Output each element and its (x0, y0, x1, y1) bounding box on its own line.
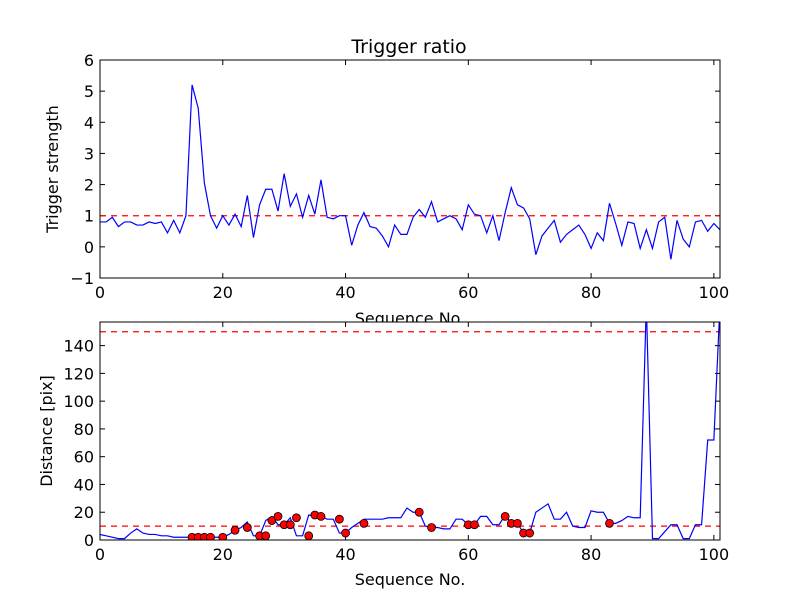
y-tick-label: 4 (84, 113, 94, 132)
top-y-axis-label: Trigger strength (43, 105, 62, 234)
trigger-plot-frame (99, 59, 721, 279)
y-tick-label: 100 (63, 392, 94, 411)
chart-title: Trigger ratio (350, 36, 466, 58)
x-tick-label: 60 (458, 283, 478, 302)
x-tick-label: 20 (213, 545, 233, 564)
data-marker (267, 516, 277, 525)
data-marker (513, 518, 522, 528)
data-marker (261, 531, 271, 540)
y-tick-label: 3 (84, 144, 94, 163)
plot-content (100, 84, 720, 260)
x-tick-label: 60 (458, 545, 478, 564)
y-tick-label: 5 (84, 82, 94, 101)
distance-panel: 0 20 40 60 80 100 0 20 40 60 80 100 120 140 Sequence … (37, 321, 730, 589)
y-tick-label: 140 (63, 337, 94, 356)
data-marker (292, 513, 301, 523)
data-marker (273, 511, 283, 521)
data-marker (427, 523, 436, 532)
x-tick-label: 40 (335, 283, 355, 302)
bottom-x-axis-label: Sequence No. (355, 570, 466, 589)
data-marker (304, 531, 314, 540)
y-tick-label: 2 (84, 176, 94, 195)
data-marker (359, 518, 369, 528)
x-tick-label: 80 (581, 545, 601, 564)
x-tick-label: 80 (581, 283, 601, 302)
y-tick-label: 120 (63, 364, 94, 383)
distance-plot-area: 0 20 40 60 80 100 0 20 40 60 80 100 120 140 (63, 322, 730, 564)
data-marker (605, 518, 614, 528)
x-tick-label: 20 (213, 283, 233, 302)
y-tick-label: 0 (84, 238, 94, 257)
data-marker (335, 514, 344, 524)
data-marker (316, 511, 326, 521)
data-marker (525, 528, 535, 538)
data-marker (206, 532, 215, 540)
x-tick-label: 40 (335, 545, 355, 564)
data-marker (341, 528, 350, 538)
data-marker (414, 507, 424, 517)
x-tick-label: 100 (699, 545, 730, 564)
x-tick-label: 0 (95, 283, 105, 302)
bottom-y-axis-label: Distance [pix] (37, 375, 56, 487)
y-tick-label: 1 (84, 207, 94, 226)
y-tick-label: 80 (74, 420, 94, 439)
distance-plot-frame (99, 321, 721, 541)
y-tick-label: 20 (74, 503, 94, 522)
y-tick-label: 60 (74, 448, 94, 467)
y-tick-label: −1 (70, 269, 94, 288)
data-marker (500, 511, 510, 521)
data-marker (470, 520, 479, 530)
y-tick-label: 40 (74, 475, 94, 494)
y-tick-label: 6 (84, 51, 94, 70)
data-marker (218, 532, 228, 540)
data-marker (230, 525, 240, 535)
data-marker (242, 523, 252, 532)
x-tick-label: 0 (95, 545, 105, 564)
y-tick-label: 0 (84, 531, 94, 550)
data-marker (285, 520, 295, 530)
plot-content (100, 322, 720, 540)
series-line (100, 84, 720, 260)
x-tick-label: 100 (699, 283, 730, 302)
distance-panel-background (100, 322, 720, 540)
